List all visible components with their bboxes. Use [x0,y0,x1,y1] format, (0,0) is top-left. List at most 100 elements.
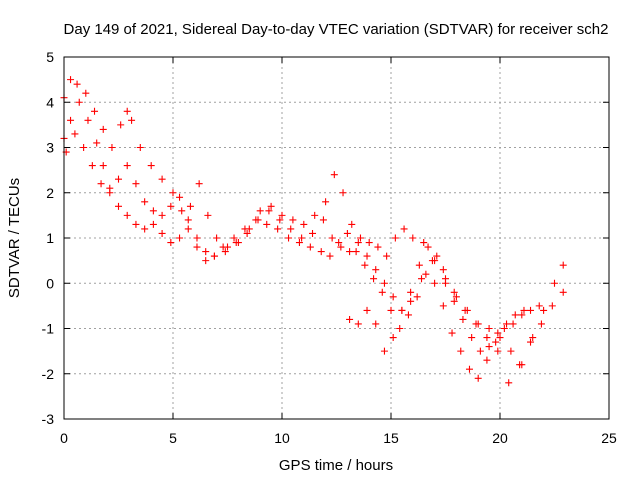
data-point [252,216,260,224]
data-point [465,365,473,373]
data-point [99,162,107,170]
data-point [256,207,264,215]
data-point [276,216,284,224]
y-tick-label: 1 [46,230,54,246]
data-point [285,234,293,242]
data-point [413,293,421,301]
data-point [263,220,271,228]
series-lower-track [62,130,543,382]
data-point [230,234,238,242]
data-point [354,320,362,328]
data-point [167,202,175,210]
data-point [452,293,460,301]
y-tick-label: 2 [46,185,54,201]
data-point [418,275,426,283]
data-point [500,325,508,332]
data-point [387,306,395,314]
data-point [204,211,212,219]
data-point [115,202,122,210]
data-point [93,139,101,147]
y-tick-label: -2 [42,366,55,382]
data-point [378,288,386,296]
data-point [380,347,388,355]
y-tick-label: 4 [46,94,54,110]
data-point [232,239,240,247]
data-point [433,252,441,260]
data-point [158,211,166,219]
grid-lines [64,57,609,419]
data-point [295,239,303,247]
data-point [67,76,75,84]
data-point [372,320,380,328]
data-point [535,302,543,310]
data-point [80,144,88,151]
data-point [476,347,484,355]
x-axis-label: GPS time / hours [279,457,393,474]
data-point [424,243,432,251]
data-point [147,162,155,170]
x-tick-labels: 0 5 10 15 20 25 [60,430,617,446]
data-point [287,225,295,233]
data-point [193,234,201,242]
data-point [322,198,330,206]
data-point [518,311,526,319]
chart-title: Day 149 of 2021, Sidereal Day-to-day VTE… [64,21,609,38]
data-point [370,275,378,283]
data-point [348,220,356,228]
data-point [496,334,504,342]
data-point [483,356,491,364]
data-point [328,234,336,242]
data-point [422,270,430,278]
data-point [389,334,397,342]
data-point [311,211,319,219]
y-tick-label: -3 [42,411,55,427]
data-point [149,207,157,215]
data-point [537,320,545,328]
data-point [141,225,149,233]
data-point [485,325,493,332]
data-points [60,76,567,387]
data-point [383,252,391,260]
data-point [439,302,447,310]
data-point [507,347,515,355]
data-point [391,234,399,242]
data-point [439,266,447,274]
data-point [474,374,482,382]
data-point [84,116,92,124]
data-point [529,334,537,342]
data-point [123,107,131,115]
data-point [352,248,360,256]
data-point [176,234,184,242]
data-point [265,207,273,215]
data-point [195,180,203,188]
data-point [389,293,397,301]
data-point [396,325,404,332]
x-tick-label: 20 [492,430,508,446]
data-point [509,320,517,328]
data-point [241,225,249,233]
series-late-track [346,243,528,355]
data-point [149,220,157,228]
data-point [494,329,502,337]
data-point [339,189,347,197]
data-point [461,306,469,314]
data-point [106,189,114,197]
data-point [132,220,140,228]
data-point [67,116,75,124]
data-point [442,275,449,283]
data-point [267,202,275,210]
data-point [108,144,116,151]
data-point [363,252,371,260]
data-point [274,225,282,233]
data-point [428,257,436,265]
data-point [415,261,423,269]
data-point [326,252,334,260]
data-point [88,162,96,170]
data-point [132,180,140,188]
data-point [400,225,408,233]
data-point [365,239,373,247]
data-point [317,248,325,256]
data-point [158,229,166,237]
x-tick-label: 10 [274,430,290,446]
